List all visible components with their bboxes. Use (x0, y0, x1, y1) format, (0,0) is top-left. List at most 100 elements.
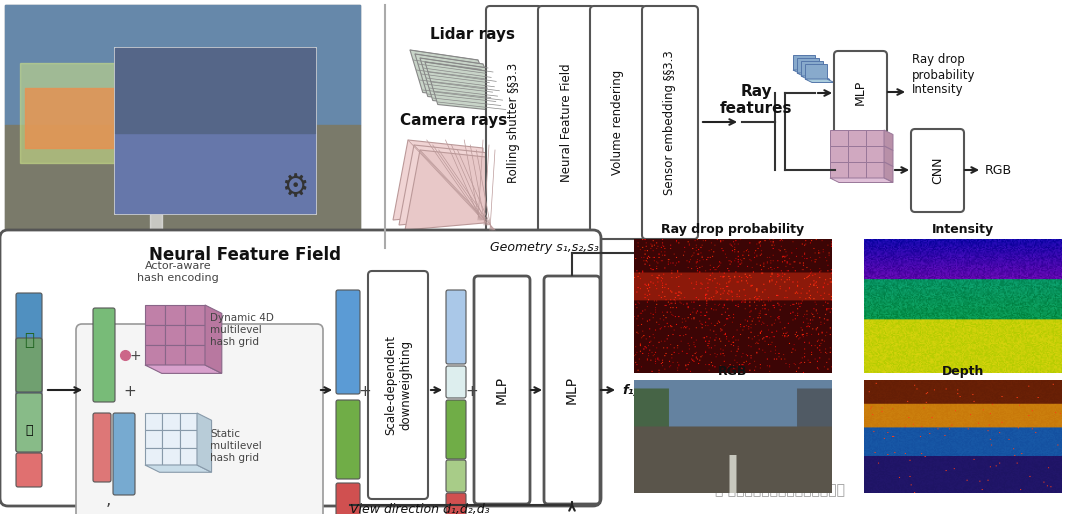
Text: +: + (465, 384, 478, 399)
Polygon shape (145, 465, 212, 472)
Polygon shape (805, 79, 834, 83)
Bar (866, 146, 885, 162)
Polygon shape (205, 305, 221, 373)
Bar (5, 5, 360, 125)
Bar (848, 130, 866, 146)
Bar (185, 305, 205, 325)
Text: View direction d₁,d₂,d₃: View direction d₁,d₂,d₃ (350, 504, 489, 514)
FancyBboxPatch shape (834, 51, 887, 134)
Bar (793, 55, 815, 70)
Title: RGB: RGB (718, 365, 747, 378)
Bar (179, 448, 197, 465)
Text: Lidar rays: Lidar rays (430, 28, 515, 43)
Text: ,: , (106, 491, 110, 509)
FancyBboxPatch shape (446, 493, 465, 514)
FancyBboxPatch shape (16, 393, 42, 452)
Text: Ray drop
probability
Intensity: Ray drop probability Intensity (912, 53, 975, 97)
Bar (831, 130, 848, 146)
Bar (145, 430, 162, 448)
Bar (866, 130, 885, 146)
FancyBboxPatch shape (16, 453, 42, 487)
Text: MLP: MLP (854, 80, 867, 105)
Text: Rolling shutter §§3.3: Rolling shutter §§3.3 (508, 62, 521, 182)
Text: Actor-aware
hash encoding: Actor-aware hash encoding (137, 261, 219, 283)
FancyBboxPatch shape (590, 6, 646, 239)
Polygon shape (831, 178, 893, 182)
Title: Ray drop probability: Ray drop probability (661, 224, 805, 236)
Polygon shape (410, 50, 495, 100)
Text: 🚗: 🚗 (25, 424, 32, 436)
Bar (145, 325, 165, 345)
Bar (21, 63, 180, 163)
Bar (179, 430, 197, 448)
Bar (165, 345, 185, 365)
Polygon shape (399, 145, 489, 225)
Text: f₁,f₂,f₃: f₁,f₂,f₃ (622, 383, 666, 396)
FancyBboxPatch shape (446, 366, 465, 398)
Bar (848, 162, 866, 178)
FancyBboxPatch shape (16, 338, 42, 392)
Polygon shape (420, 58, 505, 108)
Bar (145, 448, 162, 465)
FancyBboxPatch shape (446, 290, 465, 364)
Bar (162, 430, 179, 448)
Bar (866, 162, 885, 178)
Text: Ray
features: Ray features (719, 84, 793, 116)
Polygon shape (885, 162, 893, 182)
Polygon shape (885, 130, 893, 151)
Bar (5, 125, 360, 243)
Bar (145, 305, 165, 325)
FancyBboxPatch shape (912, 129, 964, 212)
FancyBboxPatch shape (76, 324, 323, 514)
Bar (25, 88, 114, 148)
Polygon shape (145, 365, 221, 373)
Text: MLP: MLP (565, 376, 579, 404)
Polygon shape (393, 140, 483, 220)
Text: Static
multilevel
hash grid: Static multilevel hash grid (210, 429, 261, 463)
FancyBboxPatch shape (113, 413, 135, 495)
Text: +: + (359, 384, 372, 399)
Polygon shape (405, 150, 495, 230)
Bar (848, 146, 866, 162)
Bar (114, 48, 315, 213)
Text: Sensor embedding §§3.3: Sensor embedding §§3.3 (663, 50, 676, 195)
FancyBboxPatch shape (336, 483, 360, 514)
FancyBboxPatch shape (336, 400, 360, 479)
Bar (162, 448, 179, 465)
FancyBboxPatch shape (0, 230, 600, 506)
Bar (831, 146, 848, 162)
Polygon shape (801, 76, 831, 80)
Bar (805, 64, 827, 79)
FancyBboxPatch shape (93, 413, 111, 482)
Bar (145, 413, 162, 430)
Title: Depth: Depth (942, 365, 984, 378)
FancyBboxPatch shape (474, 276, 530, 504)
Text: Dynamic 4D
multilevel
hash grid: Dynamic 4D multilevel hash grid (210, 314, 274, 346)
Bar (150, 163, 162, 243)
Polygon shape (415, 54, 500, 104)
FancyBboxPatch shape (486, 6, 542, 239)
Text: Neural Feature Field: Neural Feature Field (559, 63, 572, 182)
FancyBboxPatch shape (538, 6, 594, 239)
Text: RGB: RGB (985, 163, 1012, 176)
Bar (162, 413, 179, 430)
Bar (165, 325, 185, 345)
Text: CNN: CNN (931, 157, 944, 184)
Text: 🌴: 🌴 (24, 331, 33, 349)
Polygon shape (793, 70, 822, 74)
Bar (165, 305, 185, 325)
Text: Volume rendering: Volume rendering (611, 70, 624, 175)
Bar (801, 61, 823, 76)
Polygon shape (797, 73, 826, 77)
Bar (145, 345, 165, 365)
Bar (185, 325, 205, 345)
Bar (114, 48, 315, 133)
FancyBboxPatch shape (368, 271, 428, 499)
Text: +: + (130, 349, 140, 363)
Polygon shape (426, 62, 510, 112)
Text: 👾 计算机视觉深度学习和自动驾驶: 👾 计算机视觉深度学习和自动驾驶 (715, 483, 845, 497)
Text: MLP: MLP (495, 376, 509, 404)
FancyBboxPatch shape (544, 276, 600, 504)
Bar (797, 58, 819, 73)
FancyBboxPatch shape (642, 6, 698, 239)
